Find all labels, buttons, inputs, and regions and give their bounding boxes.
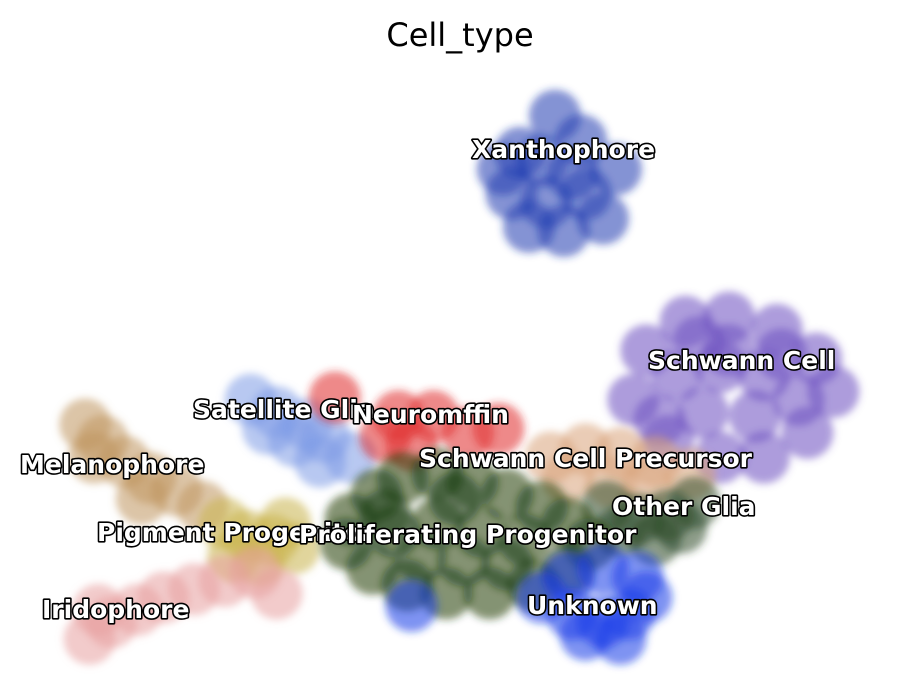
cluster-labels: Xanthophore Schwann Cell Satellite GliaNeu…: [18, 133, 837, 625]
data-point-melanophore-7: [115, 472, 168, 525]
cluster-iridophore: [63, 546, 303, 665]
cluster-melanophore: [59, 398, 229, 533]
cluster-label-neuromffin: Neuromffin: [352, 400, 509, 429]
cluster-other-glia: [581, 476, 721, 566]
data-point-xanthophore-10: [476, 143, 529, 196]
data-point-schwann-cell-20: [672, 316, 725, 369]
data-point-proliferating-progenitor-23: [359, 489, 412, 542]
data-point-xanthophore-12: [546, 147, 599, 200]
data-point-schwann-cell-14: [772, 373, 825, 426]
cluster-label-schwann-cell: Schwann Cell: [648, 346, 835, 375]
cluster-label-other-glia: Other Glia: [612, 492, 756, 521]
data-point-proliferating-progenitor-22: [481, 538, 534, 591]
data-point-iridophore-7: [72, 583, 125, 636]
cluster-label-melanophore: Melanophore: [20, 450, 204, 479]
chart-title: Cell_type: [386, 16, 533, 54]
data-point-schwann-cell-19: [755, 328, 808, 381]
data-point-pigment-progenitor-5: [259, 497, 312, 550]
data-point-neuromffin-0: [308, 371, 361, 424]
data-point-unknown-10: [559, 608, 612, 661]
data-point-schwann-cell-18: [633, 394, 686, 447]
cluster-label-xanthophore: Xanthophore: [472, 135, 655, 164]
cluster-label-satellite-glia: Satellite Glia: [193, 395, 375, 424]
cluster-label-proliferating-progenitor: Proliferating Progenitor: [299, 520, 637, 549]
data-point-unknown-7: [542, 550, 595, 603]
data-point-schwann-cell-7: [737, 431, 790, 484]
cluster-label-pigment-progenitor: Pigment Progenitor: [97, 518, 374, 547]
cluster-label-iridophore: Iridophore: [42, 595, 189, 624]
scatter-points: [59, 89, 860, 665]
data-point-xanthophore-9: [576, 192, 629, 245]
cluster-schwann-cell: [607, 291, 860, 484]
data-point-satellite-glia-7: [242, 402, 294, 455]
data-point-iridophore-8: [250, 567, 303, 620]
data-point-schwann-cell-16: [676, 386, 729, 439]
cluster-label-schwann-cell-precursor: Schwann Cell Precursor: [419, 444, 753, 473]
data-point-melanophore-6: [67, 431, 120, 484]
data-point-proliferating-progenitor-21: [437, 534, 490, 587]
data-point-unknown-8: [385, 579, 438, 632]
data-point-proliferating-progenitor-24: [429, 472, 481, 525]
data-point-proliferating-progenitor-15: [320, 518, 373, 570]
data-point-schwann-cell-15: [729, 390, 782, 443]
data-point-other-glia-6: [655, 501, 708, 554]
data-point-proliferating-progenitor-20: [394, 530, 447, 583]
cluster-label-unknown: Unknown: [527, 591, 658, 620]
data-point-neuromffin-5: [472, 402, 525, 455]
data-point-neuromffin-6: [359, 410, 412, 463]
cluster-unknown: [385, 542, 673, 665]
data-point-xanthophore-8: [537, 205, 590, 257]
cluster-xanthophore: [476, 89, 642, 257]
